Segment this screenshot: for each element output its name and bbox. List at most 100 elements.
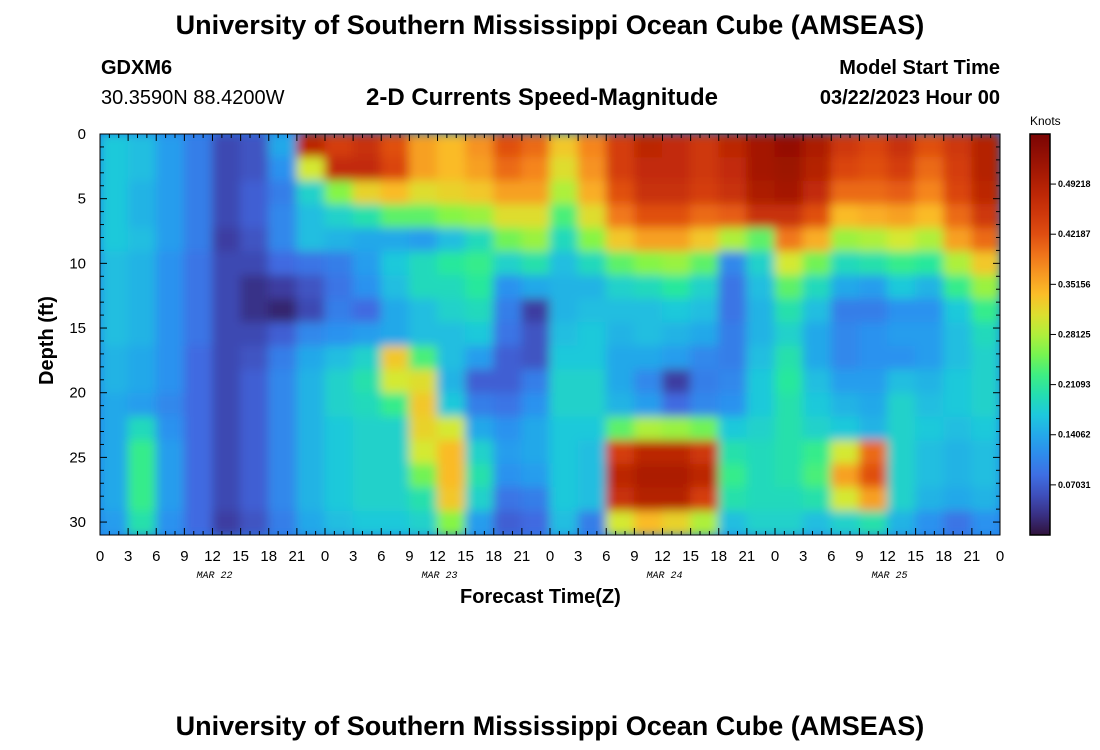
- heatmap-cell: [465, 416, 495, 442]
- heatmap-cell: [718, 392, 748, 418]
- heatmap-cell: [662, 440, 692, 465]
- model-start-value: 03/22/2023 Hour 00: [819, 87, 1000, 109]
- heatmap-cell: [971, 463, 1000, 489]
- heatmap-cell: [437, 227, 467, 253]
- heatmap-cell: [240, 134, 270, 159]
- heatmap-cell: [100, 369, 129, 394]
- heatmap-cell: [690, 510, 720, 535]
- heatmap-cell: [943, 275, 973, 300]
- heatmap-cell: [802, 392, 832, 418]
- heatmap-cell: [155, 134, 185, 159]
- heatmap-cell: [746, 440, 776, 465]
- heatmap-cell: [493, 157, 523, 182]
- heatmap-cell: [380, 204, 410, 229]
- heatmap-cell: [915, 251, 945, 277]
- heatmap-cell: [240, 180, 270, 206]
- heatmap-cell: [971, 204, 1000, 229]
- x-tick-label: 9: [630, 548, 638, 565]
- heatmap-cell: [183, 275, 214, 300]
- heatmap-cell: [718, 298, 748, 324]
- heatmap-cell: [746, 510, 776, 535]
- heatmap-cell: [774, 180, 804, 206]
- heatmap-cell: [380, 227, 410, 253]
- heatmap-cell: [605, 204, 635, 229]
- heatmap-cell: [183, 134, 214, 159]
- heatmap-cell: [521, 392, 551, 418]
- heatmap-cell: [577, 180, 607, 206]
- heatmap-cell: [605, 345, 635, 371]
- heatmap-cell: [183, 487, 214, 512]
- heatmap-cell: [887, 275, 917, 300]
- heatmap-cell: [183, 510, 214, 535]
- heatmap-cell: [380, 345, 410, 371]
- heatmap-cell: [662, 227, 692, 253]
- heatmap-cell: [802, 487, 832, 512]
- y-axis: 0 5 10 15 20 25 30: [69, 126, 1000, 536]
- heatmap-cell: [802, 251, 832, 277]
- heatmap-cell: [830, 487, 860, 512]
- heatmap-cell: [380, 463, 410, 489]
- heatmap-cell: [830, 204, 860, 229]
- x-tick-label: 3: [124, 548, 132, 565]
- heatmap-cell: [577, 440, 607, 465]
- heatmap-cell: [268, 275, 298, 300]
- heatmap-cell: [887, 322, 917, 347]
- heatmap-cell: [549, 227, 579, 253]
- colorbar-tick-label: 0.28125: [1058, 329, 1091, 339]
- heatmap-cell: [100, 275, 129, 300]
- heatmap-cell: [802, 322, 832, 347]
- x-tick-label: 15: [232, 548, 249, 565]
- heatmap-cell: [155, 345, 185, 371]
- heatmap-cell: [971, 322, 1000, 347]
- heatmap-cell: [633, 487, 664, 512]
- heatmap-cell: [830, 416, 860, 442]
- heatmap-cell: [465, 487, 495, 512]
- heatmap-cell: [268, 227, 298, 253]
- heatmap-cell: [100, 440, 129, 465]
- y-tick-label: 30: [69, 514, 86, 531]
- heatmap-cell: [521, 322, 551, 347]
- heatmap-cell: [268, 345, 298, 371]
- heatmap-cell: [296, 510, 326, 535]
- heatmap-cell: [408, 227, 439, 253]
- heatmap-cell: [577, 416, 607, 442]
- heatmap-cell: [690, 227, 720, 253]
- x-tick-label: 12: [654, 548, 671, 565]
- heatmap-cell: [633, 251, 664, 277]
- heatmap-cell: [324, 510, 354, 535]
- heatmap-cell: [577, 463, 607, 489]
- heatmap-cell: [324, 369, 354, 394]
- heatmap-cell: [268, 298, 298, 324]
- heatmap-cell: [521, 416, 551, 442]
- heatmap-cell: [605, 251, 635, 277]
- heatmap-cell: [802, 180, 832, 206]
- heatmap-cell: [296, 227, 326, 253]
- heatmap-cell: [240, 440, 270, 465]
- heatmap-cell: [605, 134, 635, 159]
- heatmap-cell: [943, 251, 973, 277]
- heatmap-cell: [296, 251, 326, 277]
- heatmap-cell: [690, 392, 720, 418]
- heatmap-cell: [633, 322, 664, 347]
- heatmap-cell: [183, 227, 214, 253]
- heatmap-cell: [127, 463, 157, 489]
- heatmap-cell: [521, 345, 551, 371]
- heatmap-cell: [437, 275, 467, 300]
- x-tick-label: 18: [935, 548, 952, 565]
- heatmap-cell: [690, 251, 720, 277]
- heatmap-cell: [296, 157, 326, 182]
- heatmap-cell: [100, 204, 129, 229]
- heatmap-cell: [212, 227, 242, 253]
- day-label: MAR 25: [871, 571, 907, 582]
- heatmap-cell: [549, 487, 579, 512]
- heatmap-cell: [380, 510, 410, 535]
- colorbar-tick-label: 0.42187: [1058, 229, 1091, 239]
- heatmap-cell: [521, 463, 551, 489]
- heatmap-cell: [971, 416, 1000, 442]
- heatmap-cell: [690, 322, 720, 347]
- heatmap-cell: [100, 227, 129, 253]
- heatmap-cell: [352, 157, 382, 182]
- x-tick-label: 18: [710, 548, 727, 565]
- heatmap-cell: [408, 180, 439, 206]
- heatmap-cell: [915, 322, 945, 347]
